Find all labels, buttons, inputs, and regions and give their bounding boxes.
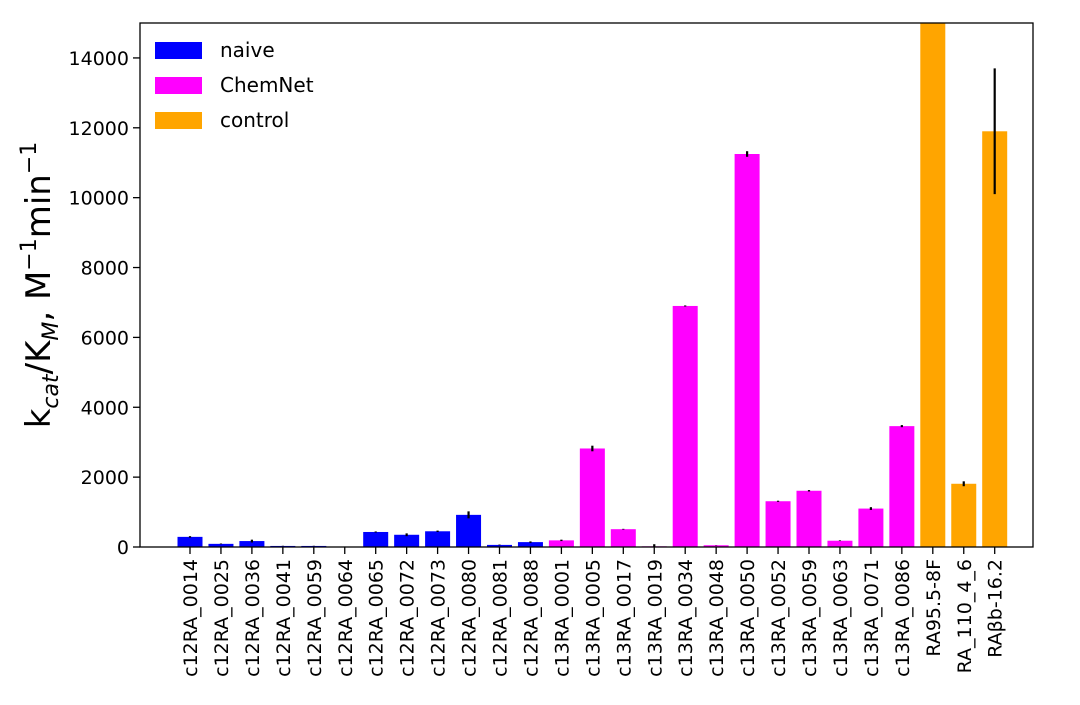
x-tick-label: c12RA_0088 (520, 559, 542, 677)
bar (177, 536, 203, 547)
bar (239, 541, 265, 547)
x-tick-label: RAβb-16.2 (985, 559, 1007, 658)
x-tick-label: c13RA_0086 (892, 559, 914, 677)
legend-swatch (155, 112, 202, 129)
bar (517, 542, 543, 547)
x-tick-label: c13RA_0050 (737, 559, 759, 677)
legend-label: ChemNet (220, 73, 314, 97)
y-tick-label: 6000 (81, 327, 129, 349)
bars-group (177, 23, 1008, 547)
bar (796, 490, 822, 547)
legend-swatch (155, 77, 202, 94)
legend-label: control (220, 108, 289, 132)
x-tick-label: c12RA_0080 (459, 559, 481, 677)
x-tick-label: c13RA_0071 (861, 559, 883, 677)
x-tick-label: c12RA_0072 (397, 559, 419, 677)
x-tick-label: c12RA_0025 (211, 559, 233, 677)
bar (456, 514, 482, 547)
bar (208, 543, 234, 547)
plot-frame (139, 22, 1034, 548)
bar (579, 448, 605, 547)
x-tick-label: c13RA_0034 (675, 559, 697, 677)
x-tick-label: c13RA_0048 (706, 559, 728, 677)
bar (827, 540, 853, 547)
x-tick-label: c13RA_0001 (551, 559, 573, 677)
x-tick-label: c12RA_0059 (304, 559, 326, 677)
bar (982, 131, 1008, 547)
bar (394, 534, 420, 547)
bar (425, 531, 451, 547)
y-axis: 0 2000 4000 6000 8000 10000 12000 14000 (69, 48, 140, 559)
x-axis: c12RA_0014 c12RA_0025 c12RA_0036 c12RA_0041… (180, 547, 1007, 677)
x-tick-label: c12RA_0064 (335, 559, 357, 677)
x-tick-label: c13RA_0059 (799, 559, 821, 677)
bar (765, 501, 791, 547)
bar (703, 545, 729, 547)
bar (734, 154, 760, 547)
legend-swatch (155, 42, 202, 59)
y-tick-label: 8000 (81, 258, 129, 280)
x-tick-label: RA_110_4_6 (954, 559, 976, 673)
x-tick-label: c12RA_0073 (428, 559, 450, 677)
bar (672, 305, 698, 547)
x-tick-label: c13RA_0005 (582, 559, 604, 677)
x-tick-label: c12RA_0041 (273, 559, 295, 677)
y-tick-label: 12000 (69, 118, 129, 140)
x-tick-label: c13RA_0052 (768, 559, 790, 677)
bar (889, 426, 915, 547)
y-tick-label: 14000 (69, 48, 129, 70)
x-tick-label: c12RA_0036 (242, 559, 264, 677)
x-tick-label: c13RA_0017 (613, 559, 635, 677)
y-tick-label: 10000 (69, 188, 129, 210)
bar (920, 23, 946, 547)
bar (487, 544, 512, 547)
bar (363, 531, 389, 547)
legend-label: naive (220, 38, 275, 62)
bar (610, 529, 636, 547)
x-tick-label: RA95.5-8F (923, 559, 945, 657)
y-tick-label: 2000 (81, 467, 129, 489)
x-tick-label: c12RA_0065 (366, 559, 388, 677)
bar (548, 540, 574, 547)
bar (858, 508, 884, 547)
x-tick-label: c13RA_0063 (830, 559, 852, 677)
y-tick-label: 4000 (81, 397, 129, 419)
y-axis-label: kcat/KM, M−1min−1 (17, 142, 64, 429)
x-tick-label: c12RA_0081 (490, 559, 512, 677)
x-tick-label: c12RA_0014 (180, 559, 202, 677)
x-tick-label: c13RA_0019 (644, 559, 666, 677)
legend: naive ChemNet control (155, 38, 314, 132)
y-tick-label: 0 (117, 537, 129, 559)
bar (951, 483, 977, 547)
